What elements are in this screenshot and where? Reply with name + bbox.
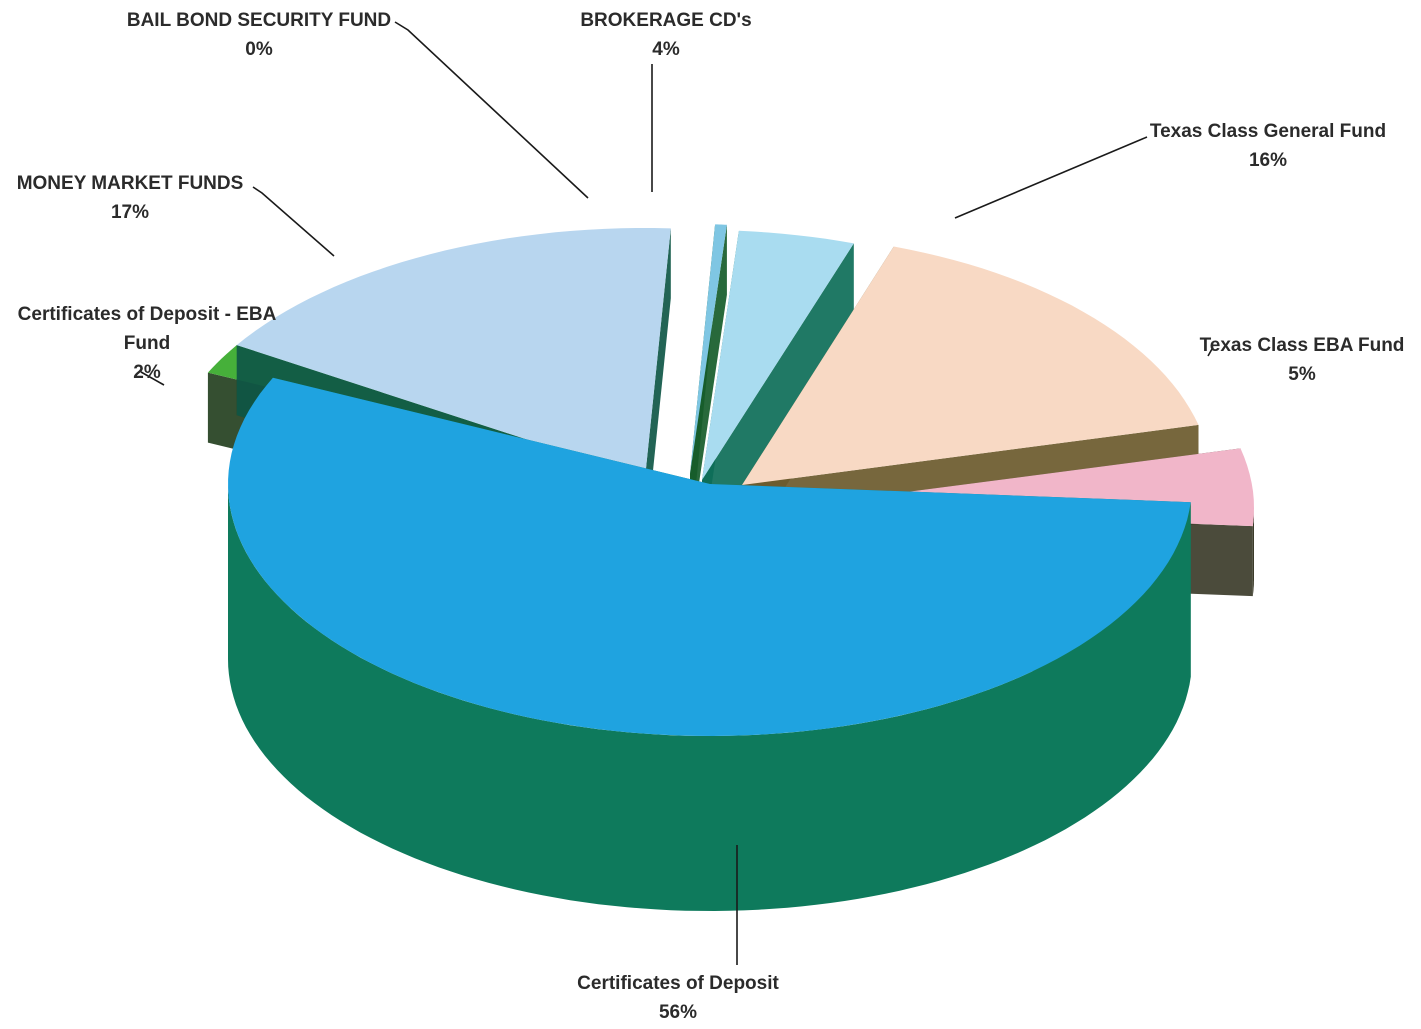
pct-brokerage-cds: 4% — [652, 39, 680, 60]
slice-wall-money-market-funds-1 — [645, 228, 671, 548]
label-brokerage-cds: BROKERAGE CD's — [580, 10, 751, 31]
slice-top-bail-bond-security-fund — [690, 224, 727, 474]
slice-top-texas-class-general-fund — [742, 246, 1199, 485]
slice-wall-bail-bond-security-fund-1 — [690, 224, 727, 545]
pct-texas-class-eba-fund: 5% — [1288, 364, 1316, 385]
pct-bail-bond-security-fund: 0% — [245, 39, 273, 60]
leader-line-texas-class-eba-fund — [1207, 348, 1213, 357]
slice-top-certificates-of-deposit — [228, 377, 1191, 736]
slices-layer — [207, 224, 1254, 911]
slice-side-certificates-of-deposit — [228, 484, 1191, 911]
pct-texas-class-general-fund: 16% — [1249, 150, 1287, 171]
leader-line-bail-bond-security-fund — [394, 21, 589, 199]
label-texas-class-eba-fund: Texas Class EBA Fund — [1200, 335, 1405, 356]
slice-certificates-of-deposit — [228, 377, 1191, 911]
label-money-market-funds: MONEY MARKET FUNDS — [17, 173, 244, 194]
leader-line-texas-class-general-fund — [954, 136, 1148, 219]
label-bail-bond-security-fund: BAIL BOND SECURITY FUND — [127, 10, 391, 31]
label-certificates-of-deposit: Certificates of Deposit — [577, 973, 779, 994]
label-texas-class-general-fund: Texas Class General Fund — [1150, 121, 1386, 142]
pct-certificates-of-deposit: 56% — [659, 1002, 697, 1023]
labels-layer: BAIL BOND SECURITY FUND 0% BROKERAGE CD'… — [17, 10, 1405, 1023]
slice-bail-bond-security-fund — [690, 224, 727, 545]
pct-money-market-funds: 17% — [111, 202, 149, 223]
slice-brokerage-cds — [702, 230, 854, 551]
leader-line-cd-eba-fund — [140, 371, 165, 386]
label-cd-eba-line-1: Certificates of Deposit - EBA — [18, 304, 277, 325]
slice-side-texas-class-eba-fund — [1252, 508, 1254, 597]
leader-lines — [140, 21, 1213, 965]
slice-wall-brokerage-cds-1 — [702, 243, 854, 550]
leader-line-money-market-funds — [252, 186, 335, 257]
label-cd-eba-line-2: Fund — [124, 333, 170, 354]
slice-top-brokerage-cds — [702, 230, 854, 480]
slice-top-money-market-funds — [236, 228, 671, 478]
pct-cd-eba: 2% — [133, 362, 161, 383]
